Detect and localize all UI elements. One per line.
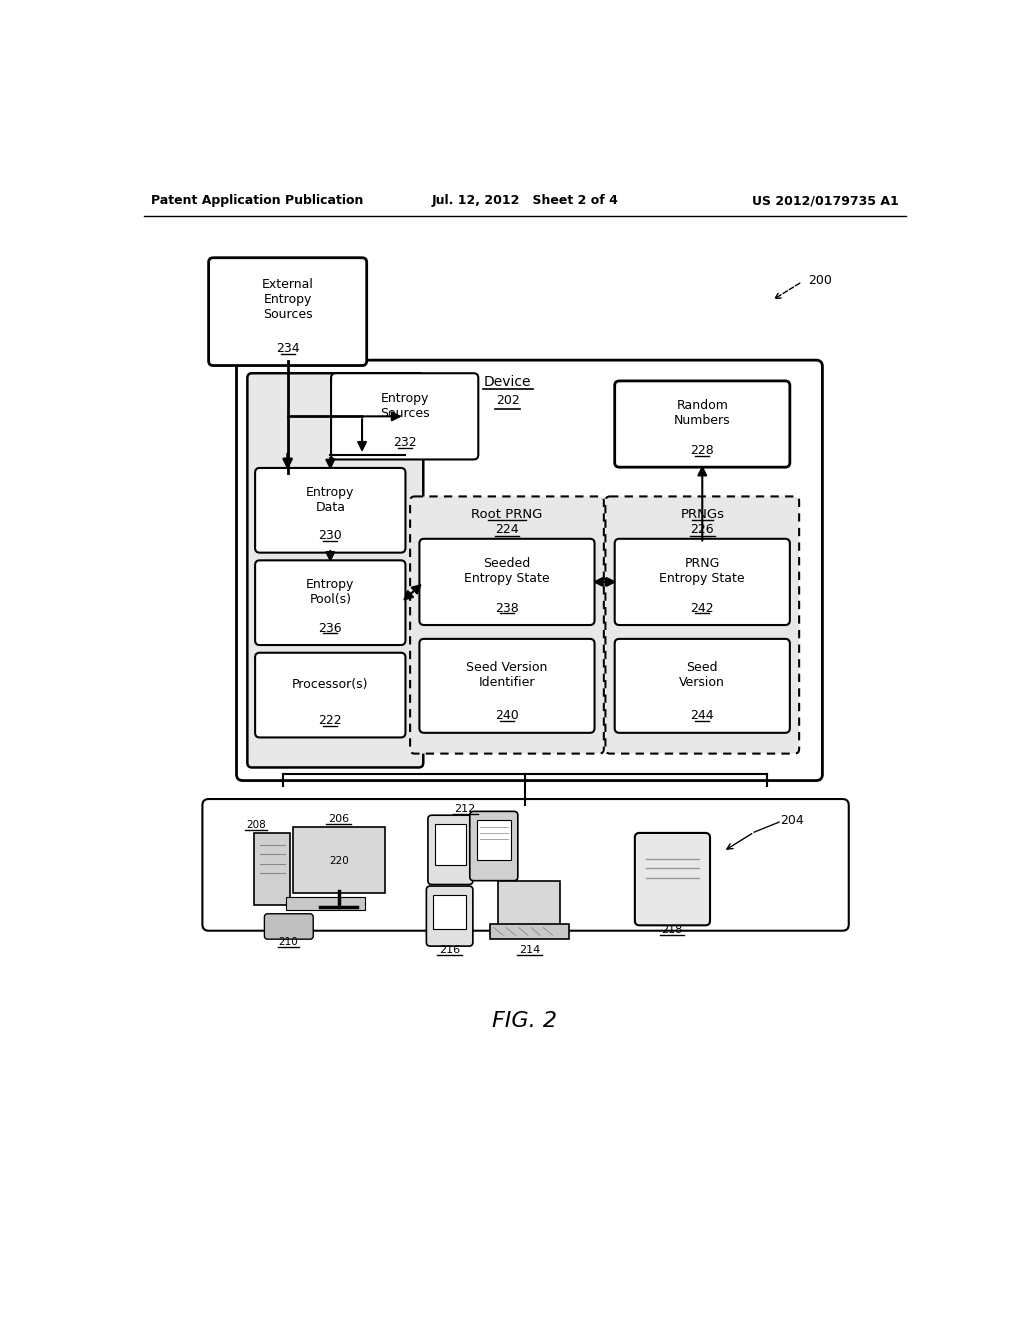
FancyBboxPatch shape — [470, 812, 518, 880]
Text: 216: 216 — [439, 945, 460, 954]
FancyBboxPatch shape — [477, 820, 511, 859]
Text: 206: 206 — [329, 814, 349, 824]
Text: 220: 220 — [329, 855, 349, 866]
Text: 200: 200 — [809, 273, 833, 286]
Text: PRNG
Entropy State: PRNG Entropy State — [659, 557, 745, 585]
Text: 228: 228 — [690, 444, 714, 457]
Text: Random
Numbers: Random Numbers — [674, 399, 730, 428]
Text: FIG. 2: FIG. 2 — [493, 1011, 557, 1031]
FancyBboxPatch shape — [209, 257, 367, 366]
FancyBboxPatch shape — [635, 833, 710, 925]
Text: 214: 214 — [519, 945, 540, 954]
Text: 218: 218 — [662, 925, 683, 935]
FancyBboxPatch shape — [203, 799, 849, 931]
FancyBboxPatch shape — [237, 360, 822, 780]
FancyBboxPatch shape — [435, 824, 466, 866]
Text: 238: 238 — [495, 602, 519, 615]
Text: Seed
Version: Seed Version — [679, 661, 725, 689]
FancyBboxPatch shape — [420, 539, 595, 626]
Text: Entropy
Data: Entropy Data — [306, 486, 354, 513]
Text: 210: 210 — [279, 937, 298, 948]
FancyBboxPatch shape — [248, 374, 423, 767]
FancyBboxPatch shape — [255, 469, 406, 553]
Text: Entropy
Pool(s): Entropy Pool(s) — [306, 578, 354, 606]
FancyBboxPatch shape — [254, 833, 290, 906]
FancyBboxPatch shape — [426, 886, 473, 946]
Text: 208: 208 — [246, 820, 266, 830]
FancyBboxPatch shape — [614, 639, 790, 733]
FancyBboxPatch shape — [410, 496, 604, 754]
Text: 226: 226 — [690, 523, 714, 536]
Text: Seed Version
Identifier: Seed Version Identifier — [466, 661, 548, 689]
FancyBboxPatch shape — [605, 496, 799, 754]
FancyBboxPatch shape — [614, 539, 790, 626]
Text: 212: 212 — [455, 804, 476, 814]
FancyBboxPatch shape — [420, 639, 595, 733]
Text: Patent Application Publication: Patent Application Publication — [152, 194, 364, 207]
FancyBboxPatch shape — [614, 381, 790, 467]
Text: 204: 204 — [780, 814, 804, 828]
FancyBboxPatch shape — [428, 816, 473, 884]
FancyBboxPatch shape — [255, 653, 406, 738]
Text: Device: Device — [484, 375, 531, 388]
Text: 224: 224 — [496, 523, 519, 536]
Text: Processor(s): Processor(s) — [292, 677, 369, 690]
Text: 244: 244 — [690, 709, 714, 722]
Text: 242: 242 — [690, 602, 714, 615]
FancyBboxPatch shape — [255, 560, 406, 645]
Text: Seeded
Entropy State: Seeded Entropy State — [464, 557, 550, 585]
FancyBboxPatch shape — [286, 896, 366, 909]
FancyBboxPatch shape — [264, 913, 313, 940]
Text: Root PRNG: Root PRNG — [471, 508, 543, 521]
Text: US 2012/0179735 A1: US 2012/0179735 A1 — [752, 194, 898, 207]
Text: Jul. 12, 2012   Sheet 2 of 4: Jul. 12, 2012 Sheet 2 of 4 — [431, 194, 618, 207]
Text: 230: 230 — [318, 529, 342, 543]
Text: 240: 240 — [495, 709, 519, 722]
Text: 202: 202 — [496, 395, 519, 408]
Text: Entropy
Sources: Entropy Sources — [380, 392, 429, 420]
Text: External
Entropy
Sources: External Entropy Sources — [262, 277, 313, 321]
FancyBboxPatch shape — [433, 895, 466, 929]
FancyBboxPatch shape — [499, 880, 560, 927]
Text: 236: 236 — [318, 622, 342, 635]
Text: PRNGs: PRNGs — [680, 508, 724, 521]
Text: 232: 232 — [393, 436, 417, 449]
FancyBboxPatch shape — [331, 374, 478, 459]
FancyBboxPatch shape — [489, 924, 569, 940]
Text: 222: 222 — [318, 714, 342, 727]
FancyBboxPatch shape — [293, 826, 385, 892]
Text: 234: 234 — [275, 342, 299, 355]
